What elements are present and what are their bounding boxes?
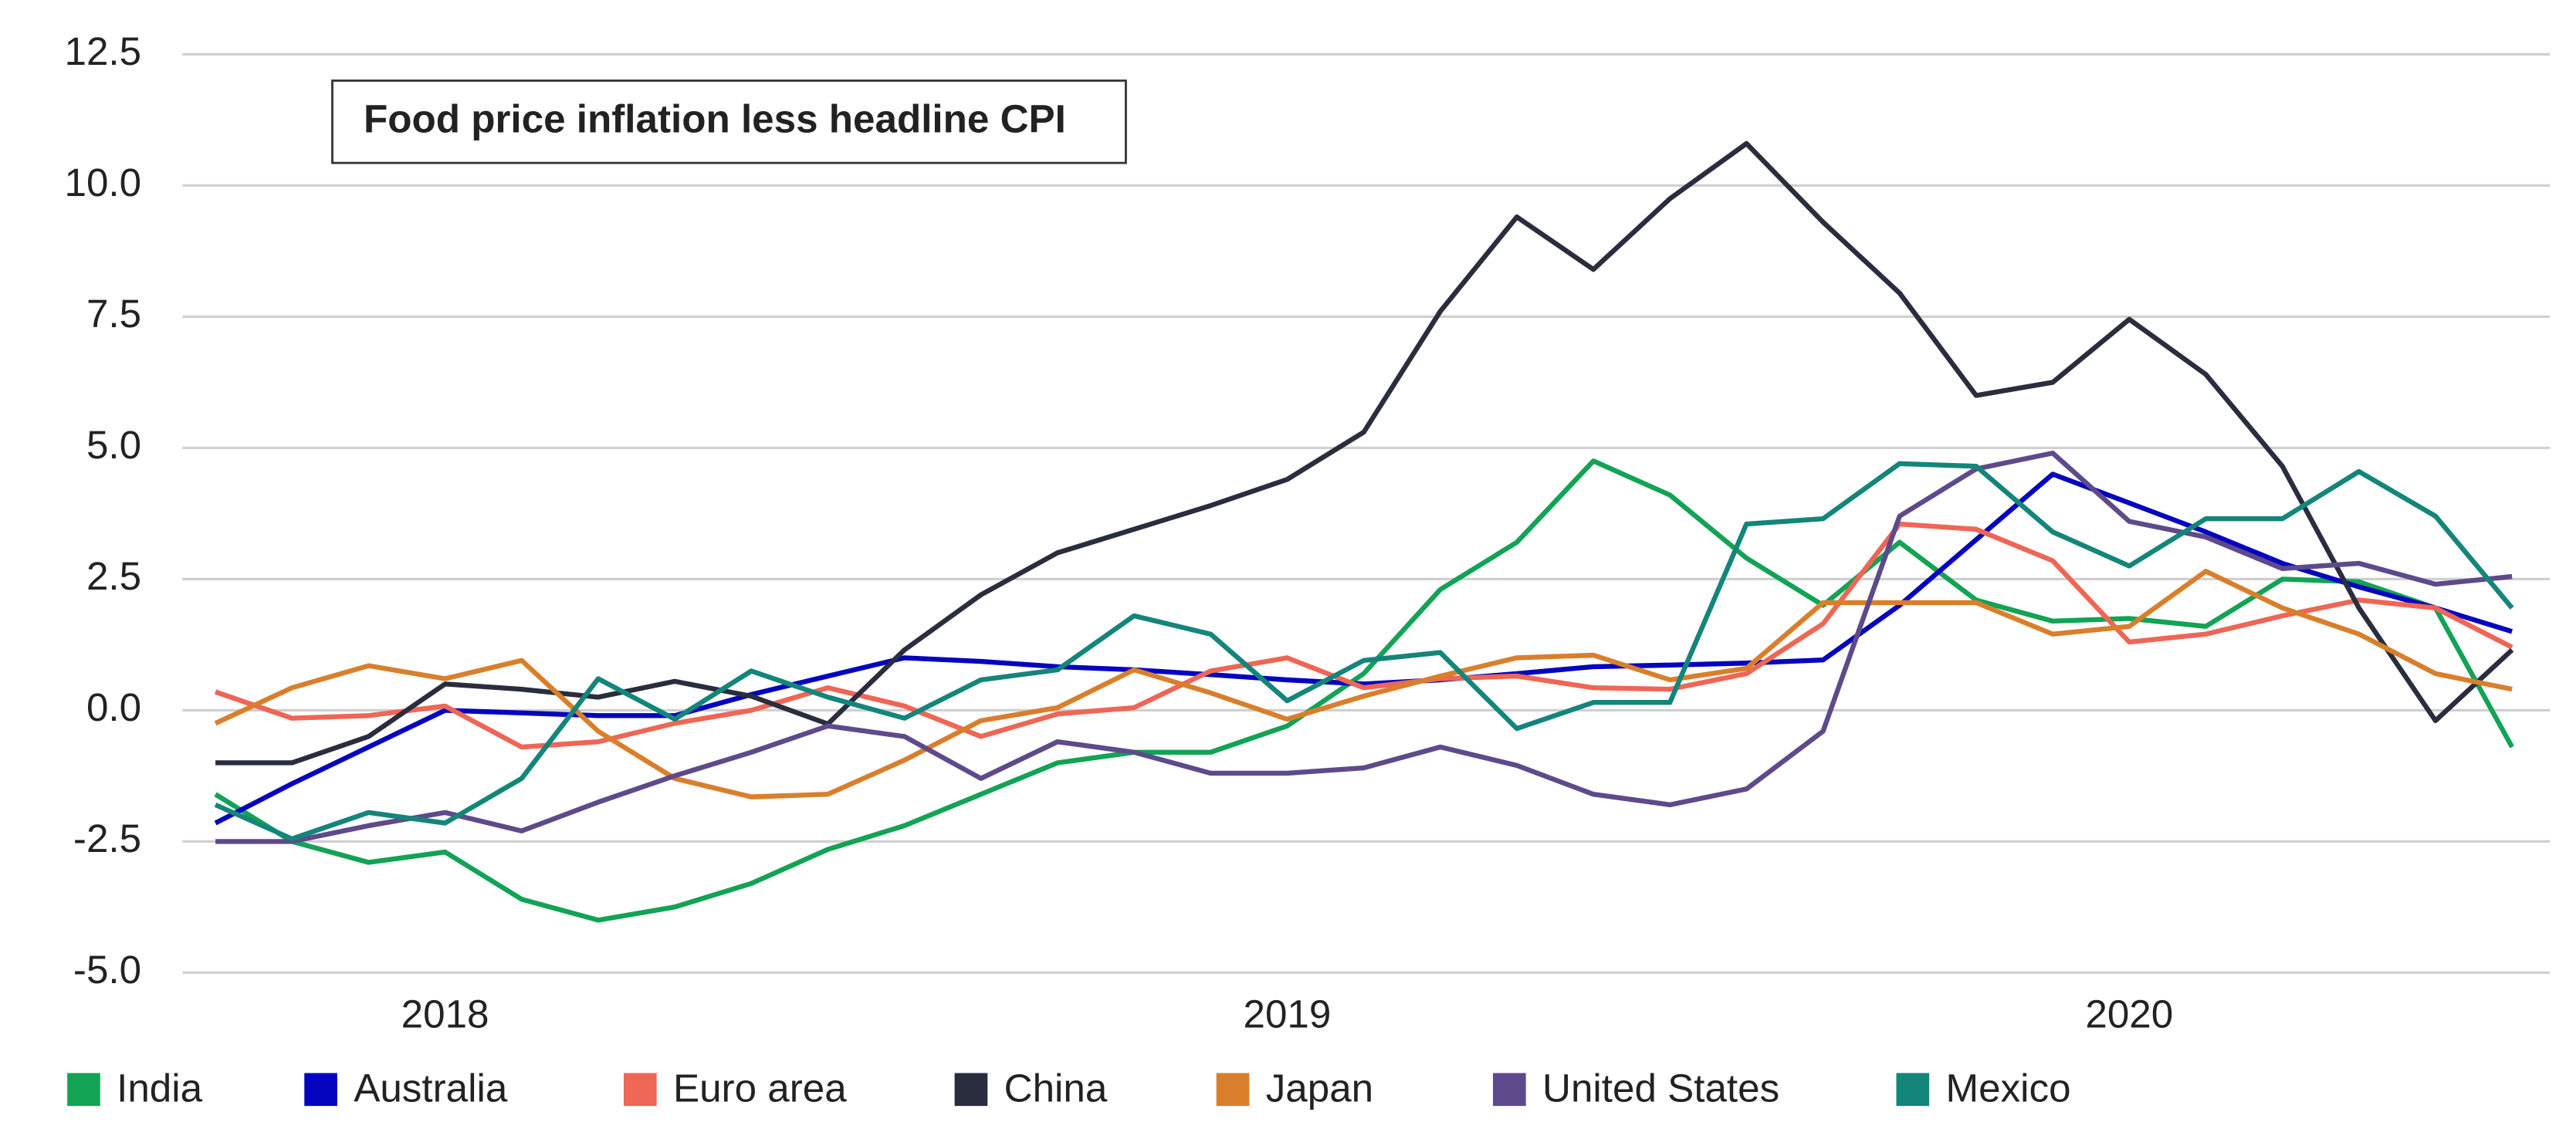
legend-label: Australia (354, 1066, 508, 1110)
legend-label: India (117, 1066, 203, 1110)
annotation-box (331, 79, 1127, 164)
series-line (214, 472, 2513, 826)
series-line (214, 461, 2514, 842)
series-line (215, 521, 2513, 750)
y-tick-label: -2.5 (73, 816, 141, 860)
legend-label: China (1004, 1066, 1108, 1110)
y-tick-label: 0.0 (86, 685, 141, 729)
legend-label: Mexico (1945, 1066, 2070, 1110)
series-line (214, 458, 2514, 923)
legend-swatch (1896, 1073, 1930, 1107)
series-line (215, 140, 2514, 766)
x-tick-label: 2020 (2085, 992, 2173, 1036)
legend-swatch (1493, 1073, 1526, 1107)
legend-swatch (304, 1073, 337, 1107)
y-tick-label: 7.5 (86, 292, 141, 336)
y-tick-label: 5.0 (86, 423, 141, 467)
legend-swatch (623, 1073, 657, 1107)
legend-swatch (1216, 1073, 1250, 1107)
x-tick-label: 2019 (1244, 992, 1332, 1036)
series-line (215, 450, 2513, 844)
legend-label: Euro area (673, 1066, 847, 1110)
y-tick-label: 12.5 (64, 29, 141, 73)
series-line (214, 569, 2513, 799)
legend-label: United States (1542, 1066, 1779, 1110)
y-tick-label: 2.5 (86, 554, 141, 598)
x-tick-label: 2018 (401, 992, 489, 1036)
y-tick-label: 10.0 (64, 161, 141, 205)
annotation: Food price inflation less headline CPI (364, 96, 1066, 140)
legend-label: Japan (1266, 1066, 1373, 1110)
legend-swatch (67, 1073, 100, 1107)
y-tick-label: -5.0 (73, 948, 141, 992)
legend-swatch (954, 1073, 988, 1107)
